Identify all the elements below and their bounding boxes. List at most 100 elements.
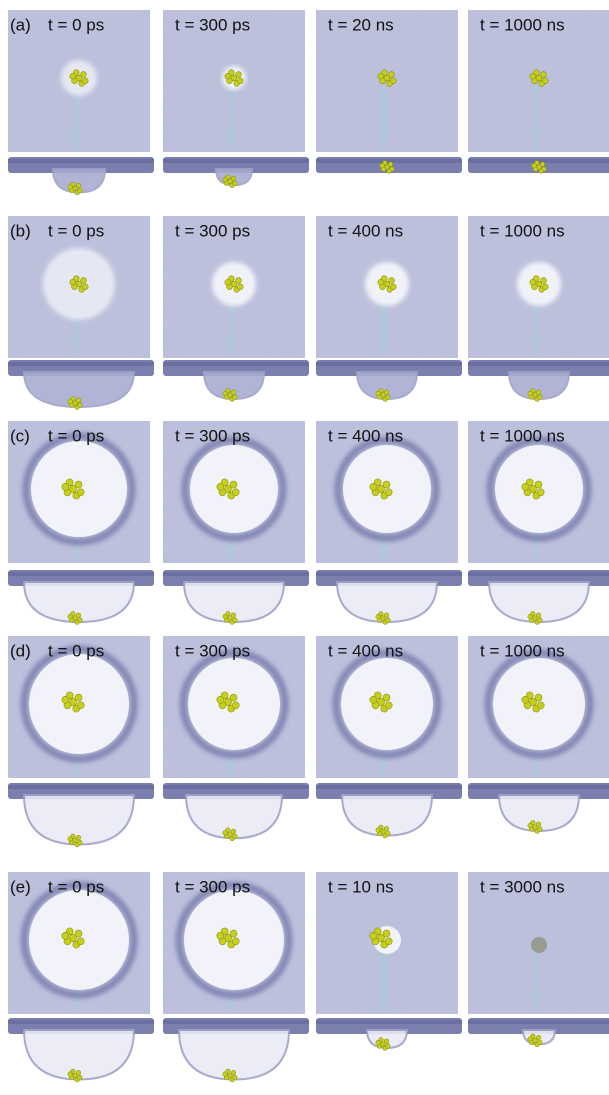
cluster-atom (536, 1035, 540, 1039)
cluster-atom (535, 481, 542, 488)
time-label: t = 300 ps (175, 15, 250, 34)
time-label: t = 300 ps (175, 426, 250, 445)
side-view-panel (468, 783, 609, 833)
cluster-atom (536, 822, 540, 826)
membrane-edge (163, 572, 309, 576)
time-label: t = 400 ns (328, 221, 403, 240)
top-view-panel: t = 10 ns (316, 872, 458, 1014)
time-label: t = 300 ps (175, 641, 250, 660)
cluster-atom (233, 834, 237, 838)
side-view-panel (316, 783, 462, 838)
cluster-atom (225, 279, 231, 285)
cluster-atom (370, 932, 377, 939)
membrane-edge (316, 572, 462, 576)
time-label: t = 1000 ns (480, 426, 565, 445)
top-view-panel: t = 0 ps(b) (8, 216, 150, 358)
panel-label: (e) (10, 877, 31, 896)
residue (531, 937, 547, 953)
cluster-atom (522, 696, 529, 703)
cluster-atom (389, 278, 395, 284)
membrane-edge (468, 785, 609, 789)
panel-label: (d) (10, 641, 31, 660)
cluster-atom (532, 163, 536, 167)
cluster-atom (389, 72, 395, 78)
membrane-edge (163, 1020, 309, 1024)
time-label: t = 0 ps (48, 641, 104, 660)
cluster-atom (70, 279, 76, 285)
cluster-atom (530, 279, 536, 285)
cluster-atom (522, 483, 529, 490)
cluster-atom (78, 618, 82, 622)
cluster-atom (384, 613, 388, 617)
side-view-panel (316, 570, 462, 624)
time-label: t = 400 ns (328, 641, 403, 660)
cluster-atom (81, 278, 87, 284)
top-view-panel: t = 300 ps (163, 421, 305, 563)
cluster-atom (380, 163, 384, 167)
membrane-edge (8, 572, 154, 576)
cluster-atom (75, 481, 82, 488)
time-label: t = 300 ps (175, 877, 250, 896)
membrane-edge (163, 785, 309, 789)
cluster-atom (232, 489, 239, 496)
cluster-atom (378, 73, 384, 79)
cluster-atom (75, 694, 82, 701)
cluster-atom (225, 73, 231, 79)
top-view-panel: t = 1000 ns (468, 636, 609, 778)
cluster-atom (231, 176, 235, 180)
side-view-panel (8, 570, 154, 624)
cluster-atom (82, 78, 88, 84)
side-view-panel (163, 157, 309, 188)
side-view-panel (468, 1018, 609, 1047)
cluster-atom (386, 831, 390, 835)
cluster-atom (237, 284, 243, 290)
cluster-atom (528, 823, 532, 827)
cluster-atom (538, 827, 542, 831)
cluster-atom (535, 694, 542, 701)
cluster-atom (217, 696, 224, 703)
cluster-atom (236, 278, 242, 284)
cluster-atom (390, 78, 396, 84)
time-label: t = 1000 ns (480, 15, 565, 34)
cluster-atom (75, 930, 82, 937)
top-view-panel: t = 300 ps (163, 636, 305, 778)
time-label: t = 3000 ns (480, 877, 565, 896)
time-label: t = 10 ns (328, 877, 394, 896)
cluster-atom (223, 614, 227, 618)
cluster-atom (388, 162, 392, 166)
time-label: t = 1000 ns (480, 641, 565, 660)
time-label: t = 400 ns (328, 426, 403, 445)
cluster-atom (530, 73, 536, 79)
cluster-atom (540, 162, 544, 166)
cluster-atom (386, 1044, 390, 1048)
cluster-atom (223, 178, 227, 182)
top-view-panel: t = 0 ps(a) (8, 10, 150, 152)
cluster-atom (223, 1072, 227, 1076)
cluster-atom (378, 279, 384, 285)
cluster-atom (385, 489, 392, 496)
side-view-panel (316, 360, 462, 401)
cluster-atom (78, 188, 82, 192)
cluster-atom (385, 938, 392, 945)
cluster-atom (76, 398, 80, 402)
side-view-panel (468, 360, 609, 401)
cluster-atom (78, 1075, 82, 1079)
cluster-atom (62, 696, 69, 703)
membrane-edge (316, 362, 462, 366)
membrane-edge (8, 785, 154, 789)
cluster-atom (68, 399, 72, 403)
cluster-atom (232, 938, 239, 945)
top-view-panel: t = 3000 ns (468, 872, 609, 1014)
panel-label: (b) (10, 221, 31, 240)
cluster-atom (528, 391, 532, 395)
panel-label: (c) (10, 426, 30, 445)
cluster-atom (233, 395, 237, 399)
cluster-atom (383, 694, 390, 701)
cluster-atom (68, 1072, 72, 1076)
cluster-atom (230, 930, 237, 937)
cluster-atom (68, 185, 72, 189)
top-view-panel: t = 300 ps (163, 10, 305, 152)
cluster-atom (536, 613, 540, 617)
cluster-atom (384, 390, 388, 394)
side-view-panel (468, 570, 609, 624)
